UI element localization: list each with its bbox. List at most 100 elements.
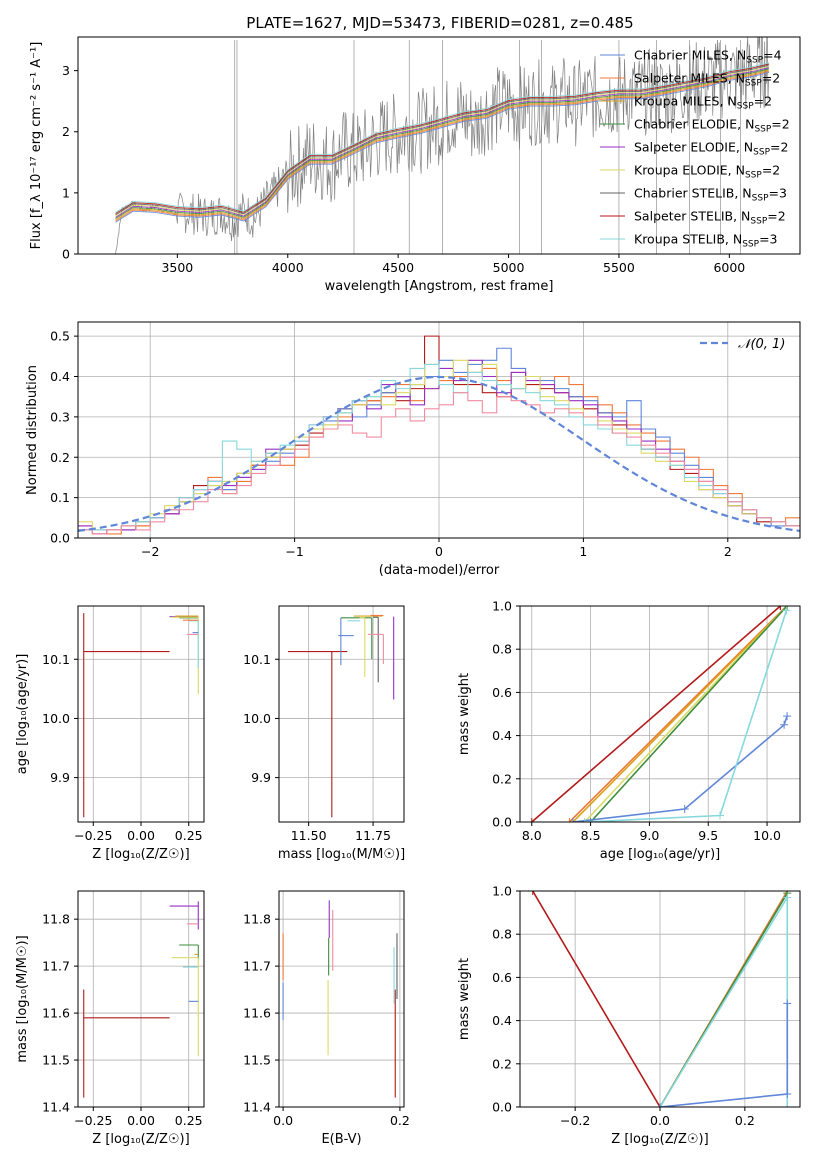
y-tick-label: 11.5: [243, 1053, 271, 1068]
y-tick-label: 0: [62, 247, 70, 262]
x-axis-label: E(B-V): [321, 1132, 361, 1147]
point-marker: [565, 818, 574, 822]
age_vs_Z-plot-area: [83, 613, 199, 818]
point-marker: [680, 805, 689, 814]
spectrum-plot-area: [115, 37, 770, 254]
mass_vs_EBV-plot-area: [282, 900, 398, 1098]
x-tick-label: 0: [435, 544, 443, 559]
x-axis-label: age [log₁₀(age/yr)]: [600, 847, 721, 862]
model-line: [115, 65, 770, 217]
x-tick-label: 11.50: [291, 828, 327, 843]
x-tick-label: 2: [724, 544, 732, 559]
x-tick-label: 1: [579, 544, 587, 559]
gaussian-curve: [78, 375, 800, 533]
y-tick-label: 0.0: [492, 815, 512, 830]
y-axis-label: Flux [f_λ 10⁻¹⁷ erg cm⁻² s⁻¹ A⁻¹]: [29, 42, 44, 250]
y-axis-label: mass weight: [457, 673, 472, 755]
x-tick-label: 0.0: [273, 1113, 293, 1128]
cumulative_age-plot-area: [527, 606, 792, 822]
x-axis-label: wavelength [Angstrom, rest frame]: [325, 279, 554, 294]
legend-label: 𝒩(0, 1): [738, 337, 785, 352]
point-marker: [783, 999, 792, 1008]
point-marker: [783, 1103, 792, 1107]
legend-label: Salpeter STELIB, NSSP=2: [634, 209, 786, 227]
y-tick-label: 0.4: [492, 1013, 512, 1028]
y-tick-label: 11.4: [243, 1100, 271, 1115]
y-tick-label: 10.1: [42, 652, 70, 667]
x-tick-label: 0.0: [650, 1113, 670, 1128]
cumulative_Z-plot-area: [528, 891, 792, 1107]
cumulative-line: [659, 894, 789, 1107]
x-tick-label: −0.25: [74, 828, 112, 843]
mass_vs_Z-plot-area: [83, 901, 199, 1098]
point-marker: [527, 818, 536, 822]
legend-label: Kroupa ELODIE, NSSP=2: [634, 163, 780, 181]
x-axis-label: Z [log₁₀(Z/Z☉)]: [92, 847, 189, 862]
cumulative_age-panel: 8.0 8.5 9.0 9.5 10.0 0.0 0.2 0.4 0.6 0.8 1.0 age [l…: [457, 599, 801, 862]
histogram-step: [78, 392, 800, 535]
x-tick-label: 10.0: [753, 828, 781, 843]
x-tick-label: 5500: [603, 260, 635, 275]
y-tick-label: 11.5: [42, 1053, 70, 1068]
cumulative-line: [532, 891, 661, 1107]
x-axis-label: Z [log₁₀(Z/Z☉)]: [611, 1132, 708, 1147]
point-marker: [568, 818, 577, 822]
y-tick-label: 11.7: [42, 959, 70, 974]
axes-frame: [278, 605, 405, 823]
y-tick-label: 0.1: [50, 490, 70, 505]
x-tick-label: 9.0: [639, 828, 659, 843]
legend-label: Salpeter ELODIE, NSSP=2: [634, 140, 788, 158]
model-line: [115, 68, 770, 219]
age_vs_mass-panel: 11.50 11.75 9.9 10.0 10.1 mass [log₁₀(M/M☉)]: [243, 605, 405, 862]
x-axis-label: (data-model)/error: [379, 563, 500, 578]
point-marker: [528, 891, 537, 895]
age_vs_Z-panel: −0.25 0.00 0.25 9.9 10.0 10.1 Z [log₁₀(Z/Z☉)] a…: [15, 605, 205, 862]
y-tick-label: 10.1: [243, 652, 271, 667]
axes-frame: [278, 890, 405, 1108]
mass_vs_EBV-panel: 0.0 0.2 11.4 11.5 11.6 11.7 11.8 E(B-V): [243, 890, 410, 1147]
model-line: [115, 63, 770, 215]
y-tick-label: 0.5: [50, 329, 70, 344]
model-line: [115, 69, 770, 221]
y-tick-label: 0.6: [492, 685, 512, 700]
y-tick-label: 2: [62, 124, 70, 139]
legend-label: Chabrier MILES, NSSP=4: [634, 48, 782, 66]
x-axis-label: mass [log₁₀(M/M☉)]: [278, 847, 405, 862]
point-marker: [783, 1090, 792, 1099]
x-tick-label: 0.2: [735, 1113, 755, 1128]
y-tick-label: 11.8: [243, 912, 271, 927]
cumulative_Z-panel: −0.2 0.0 0.2 0.0 0.2 0.4 0.6 0.8 1.0 Z [log₁₀(Z/Z…: [457, 884, 801, 1147]
model-line: [115, 67, 770, 218]
model-line: [115, 64, 770, 216]
residuals-plot-area: [78, 335, 800, 535]
y-tick-label: 0.2: [50, 450, 70, 465]
age_vs_mass-plot-area: [288, 614, 395, 818]
y-tick-label: 11.7: [243, 959, 271, 974]
x-tick-label: 0.25: [175, 1113, 203, 1128]
y-tick-label: 3: [62, 63, 70, 78]
y-tick-label: 11.6: [42, 1006, 70, 1021]
x-tick-label: 4000: [272, 260, 304, 275]
x-tick-label: 8.5: [581, 828, 601, 843]
y-axis-label: Normed distribution: [25, 365, 40, 495]
y-tick-label: 0.3: [50, 409, 70, 424]
y-tick-label: 0.4: [50, 369, 70, 384]
cumulative-line: [589, 606, 788, 822]
model-line: [115, 72, 770, 223]
y-tick-label: 10.0: [243, 711, 271, 726]
x-tick-label: −1: [285, 544, 303, 559]
axes-frame: [519, 605, 801, 823]
point-marker: [783, 893, 792, 902]
x-tick-label: −2: [141, 544, 159, 559]
y-tick-label: 0.2: [492, 1056, 512, 1071]
y-tick-label: 0.2: [492, 771, 512, 786]
x-tick-label: 9.5: [698, 828, 718, 843]
model-line: [115, 62, 770, 213]
y-tick-label: 0.6: [492, 970, 512, 985]
x-axis-label: Z [log₁₀(Z/Z☉)]: [92, 1132, 189, 1147]
cumulative-line: [659, 1003, 789, 1107]
histogram-step: [78, 363, 800, 531]
y-tick-label: 9.9: [50, 770, 70, 785]
y-tick-label: 1.0: [492, 599, 512, 614]
